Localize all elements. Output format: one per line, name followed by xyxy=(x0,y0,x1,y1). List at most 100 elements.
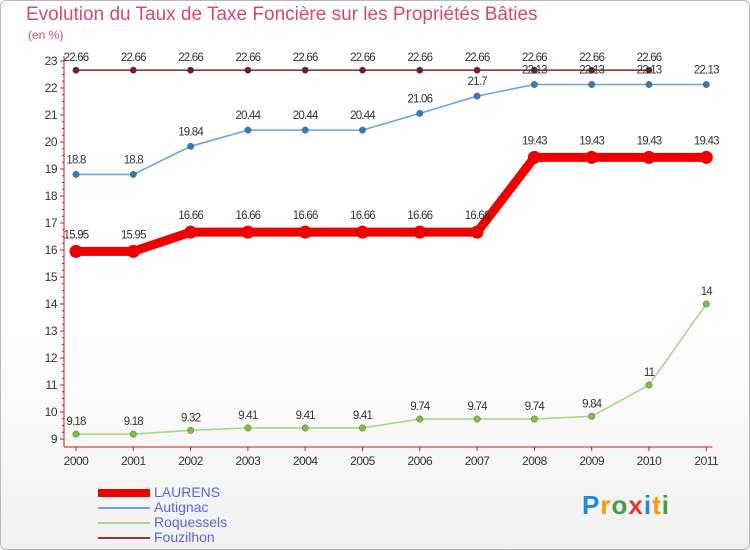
legend-swatch-fouzilhon xyxy=(98,536,150,539)
data-label-autignac: 21.7 xyxy=(468,76,488,88)
x-tick-label: 2002 xyxy=(178,454,204,468)
data-point-laurens xyxy=(184,225,198,239)
data-point-fouzilhon xyxy=(187,66,195,74)
data-point-fouzilhon xyxy=(244,66,252,74)
data-label-roquessels: 9.74 xyxy=(410,401,431,413)
x-tick-label: 2010 xyxy=(637,454,663,468)
data-label-roquessels: 9.32 xyxy=(181,412,201,424)
data-label-laurens: 16.66 xyxy=(293,210,318,222)
data-point-autignac xyxy=(359,126,366,134)
y-tick-label: 12 xyxy=(45,351,58,365)
data-label-autignac: 22.13 xyxy=(637,64,662,76)
data-label-autignac: 22.13 xyxy=(694,64,719,76)
data-point-fouzilhon xyxy=(588,66,596,74)
series-line-autignac xyxy=(75,83,708,176)
logo-letter: r xyxy=(600,490,612,520)
data-label-autignac: 19.84 xyxy=(178,126,204,138)
data-point-laurens xyxy=(642,150,656,164)
data-label-roquessels: 9.84 xyxy=(582,398,603,410)
data-label-roquessels: 9.18 xyxy=(66,416,86,428)
x-tick-label: 2003 xyxy=(236,454,262,468)
logo-letter: o xyxy=(611,490,629,520)
data-label-autignac: 18.8 xyxy=(124,154,144,166)
x-tick-label: 2000 xyxy=(64,454,90,468)
x-tick-label: 2004 xyxy=(293,454,319,468)
y-tick-label: 20 xyxy=(45,135,58,149)
data-label-roquessels: 11 xyxy=(644,367,655,379)
data-point-autignac xyxy=(72,170,80,178)
data-point-roquessels xyxy=(416,415,424,423)
y-tick-label: 10 xyxy=(45,405,58,419)
data-label-fouzilhon: 22.66 xyxy=(293,52,318,64)
data-point-autignac xyxy=(129,170,137,178)
data-point-laurens xyxy=(699,150,713,164)
data-point-autignac xyxy=(244,126,252,134)
data-point-autignac xyxy=(301,126,309,134)
logo-letter: i xyxy=(661,490,670,520)
data-label-roquessels: 9.41 xyxy=(296,410,316,422)
x-tick-label: 2005 xyxy=(350,454,376,468)
data-point-roquessels xyxy=(301,424,309,432)
line-chart: 9 10 11 12 13 14 15 16 17 18 19 20 21 22 23 2000 2001 200… xyxy=(45,52,720,468)
data-point-fouzilhon xyxy=(72,66,80,74)
data-label-autignac: 20.44 xyxy=(350,110,376,122)
data-point-fouzilhon xyxy=(530,66,538,74)
legend-item: LAURENS xyxy=(98,485,227,500)
y-tick-label: 22 xyxy=(45,81,58,95)
chart-legend: LAURENS Autignac Roquessels Fouzilhon xyxy=(98,485,227,545)
y-tick-label: 18 xyxy=(45,189,58,203)
data-label-autignac: 20.44 xyxy=(236,110,262,122)
data-point-laurens xyxy=(356,225,369,239)
data-label-fouzilhon: 22.66 xyxy=(350,52,375,64)
series-line-laurens xyxy=(71,152,711,256)
data-label-roquessels: 9.41 xyxy=(353,410,373,422)
y-tick-label: 19 xyxy=(45,162,58,176)
data-label-fouzilhon: 22.66 xyxy=(465,52,490,64)
data-point-autignac xyxy=(187,142,195,150)
data-label-laurens: 16.66 xyxy=(236,210,261,222)
data-label-fouzilhon: 22.66 xyxy=(236,52,261,64)
proxiti-logo: Proxiti xyxy=(582,490,670,521)
data-label-roquessels: 9.74 xyxy=(468,401,489,413)
y-tick-label: 13 xyxy=(45,324,58,338)
data-point-laurens xyxy=(241,225,255,239)
data-point-roquessels xyxy=(702,300,710,308)
data-label-laurens: 16.66 xyxy=(178,210,203,222)
data-label-autignac: 21.06 xyxy=(407,93,432,105)
data-label-autignac: 22.13 xyxy=(579,64,604,76)
y-tick-label: 23 xyxy=(45,54,58,68)
data-point-laurens xyxy=(413,225,427,239)
data-label-fouzilhon: 22.66 xyxy=(407,52,432,64)
data-point-laurens xyxy=(126,244,140,258)
data-point-autignac xyxy=(702,81,710,88)
data-label-laurens: 16.66 xyxy=(407,210,432,222)
legend-swatch-autignac xyxy=(98,506,150,509)
legend-item: Autignac xyxy=(98,500,227,515)
x-tick-label: 2001 xyxy=(121,454,147,468)
data-point-fouzilhon xyxy=(129,66,137,74)
data-point-roquessels xyxy=(129,430,137,438)
data-point-roquessels xyxy=(187,426,195,434)
data-label-fouzilhon: 22.66 xyxy=(579,52,604,64)
y-tick-label: 15 xyxy=(45,270,58,284)
data-point-roquessels xyxy=(530,415,538,423)
x-tick-label: 2011 xyxy=(694,454,719,468)
x-tick-label: 2007 xyxy=(465,454,491,468)
data-label-roquessels: 9.18 xyxy=(124,416,144,428)
data-point-laurens xyxy=(527,150,541,164)
data-label-fouzilhon: 22.66 xyxy=(178,52,203,64)
data-point-roquessels xyxy=(244,424,252,432)
x-tick-label: 2006 xyxy=(407,454,433,468)
chart-title: Evolution du Taux de Taxe Foncière sur l… xyxy=(26,4,538,25)
data-point-autignac xyxy=(416,109,424,117)
data-label-fouzilhon: 22.66 xyxy=(64,52,89,64)
data-point-roquessels xyxy=(359,424,366,432)
data-label-roquessels: 9.41 xyxy=(238,410,258,422)
data-label-laurens: 16.66 xyxy=(465,210,490,222)
legend-label: Autignac xyxy=(154,499,209,515)
data-point-autignac xyxy=(645,81,653,88)
logo-letter: x xyxy=(628,490,644,520)
data-label-laurens: 15.95 xyxy=(64,229,89,241)
legend-item: Roquessels xyxy=(98,515,227,530)
